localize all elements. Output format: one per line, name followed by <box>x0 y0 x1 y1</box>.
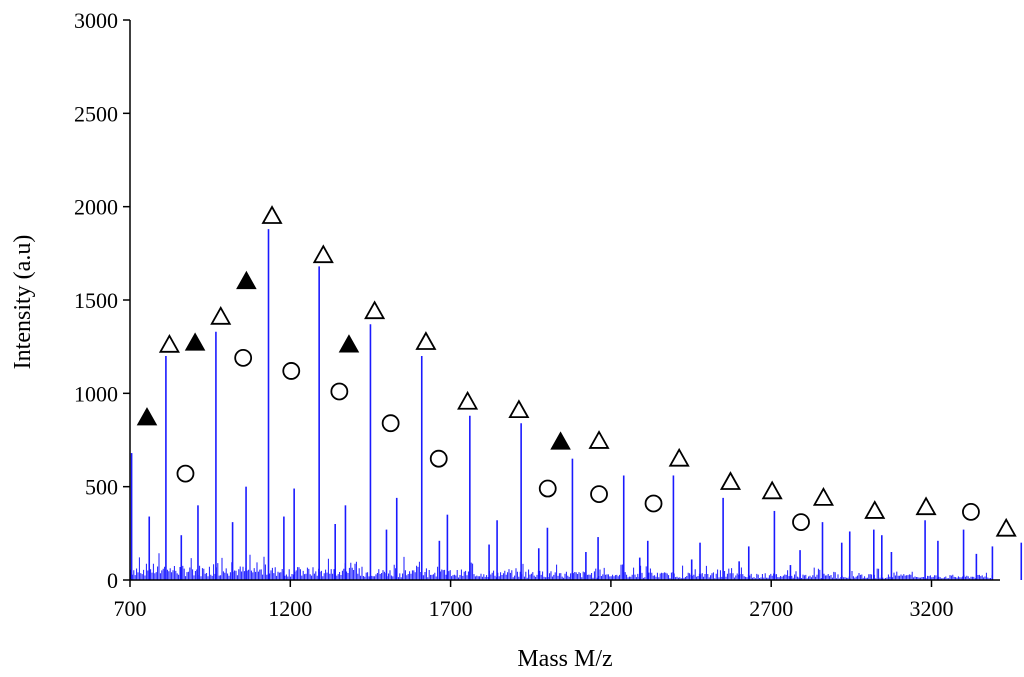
filled-triangle-marker <box>184 332 206 351</box>
open-triangle-marker <box>158 333 180 353</box>
open-triangle-marker <box>364 300 386 320</box>
open-circle-marker <box>792 513 810 532</box>
spectrum-peaks <box>130 229 1023 580</box>
y-tick-label: 2000 <box>74 195 118 220</box>
peak-markers <box>136 205 1017 537</box>
y-tick-label: 500 <box>85 475 118 500</box>
axis-ticks: 0 500 1000 1500 2000 2500 3000 700 1200 1700 2200 2… <box>74 8 954 621</box>
filled-triangle-marker <box>550 431 571 450</box>
x-tick-label: 700 <box>114 596 147 621</box>
open-triangle-marker <box>588 430 610 449</box>
x-tick-label: 2200 <box>589 596 633 621</box>
open-triangle-marker <box>915 496 937 516</box>
open-circle-marker <box>282 362 301 380</box>
open-triangle-marker <box>508 399 530 419</box>
filled-triangle-marker <box>236 270 257 290</box>
x-tick-label: 2700 <box>749 596 793 621</box>
open-triangle-marker <box>719 471 742 490</box>
open-circle-marker <box>234 348 253 367</box>
y-tick-label: 1500 <box>74 288 118 313</box>
x-tick-label: 3200 <box>910 596 954 621</box>
open-circle-marker <box>381 414 400 433</box>
open-triangle-marker <box>864 500 886 519</box>
filled-triangle-marker <box>338 334 360 353</box>
filled-triangle-marker <box>136 407 158 426</box>
spectrum-baseline <box>130 553 993 580</box>
open-circle-marker <box>176 464 195 483</box>
y-axis-title: Intensity (a.u) <box>10 235 36 370</box>
open-circle-marker <box>590 485 608 504</box>
axes <box>129 20 1000 581</box>
open-triangle-marker <box>761 480 783 500</box>
open-triangle-marker <box>261 205 283 224</box>
open-triangle-marker <box>812 487 834 506</box>
y-tick-label: 3000 <box>74 8 118 33</box>
open-triangle-marker <box>210 305 232 325</box>
x-axis-title: Mass M/z <box>517 646 612 672</box>
open-triangle-marker <box>312 244 334 264</box>
open-circle-marker <box>962 502 980 521</box>
open-circle-marker <box>644 494 663 513</box>
open-triangle-marker <box>668 447 690 467</box>
open-circle-marker <box>330 382 349 401</box>
open-circle-marker <box>429 449 448 468</box>
open-circle-marker <box>538 479 557 498</box>
y-tick-label: 1000 <box>74 381 118 406</box>
x-tick-label: 1200 <box>268 596 312 621</box>
open-triangle-marker <box>457 390 479 410</box>
open-triangle-marker <box>415 331 437 350</box>
x-tick-label: 1700 <box>429 596 473 621</box>
y-tick-label: 0 <box>107 568 118 593</box>
open-triangle-marker <box>995 517 1017 537</box>
y-tick-label: 2500 <box>74 101 118 126</box>
